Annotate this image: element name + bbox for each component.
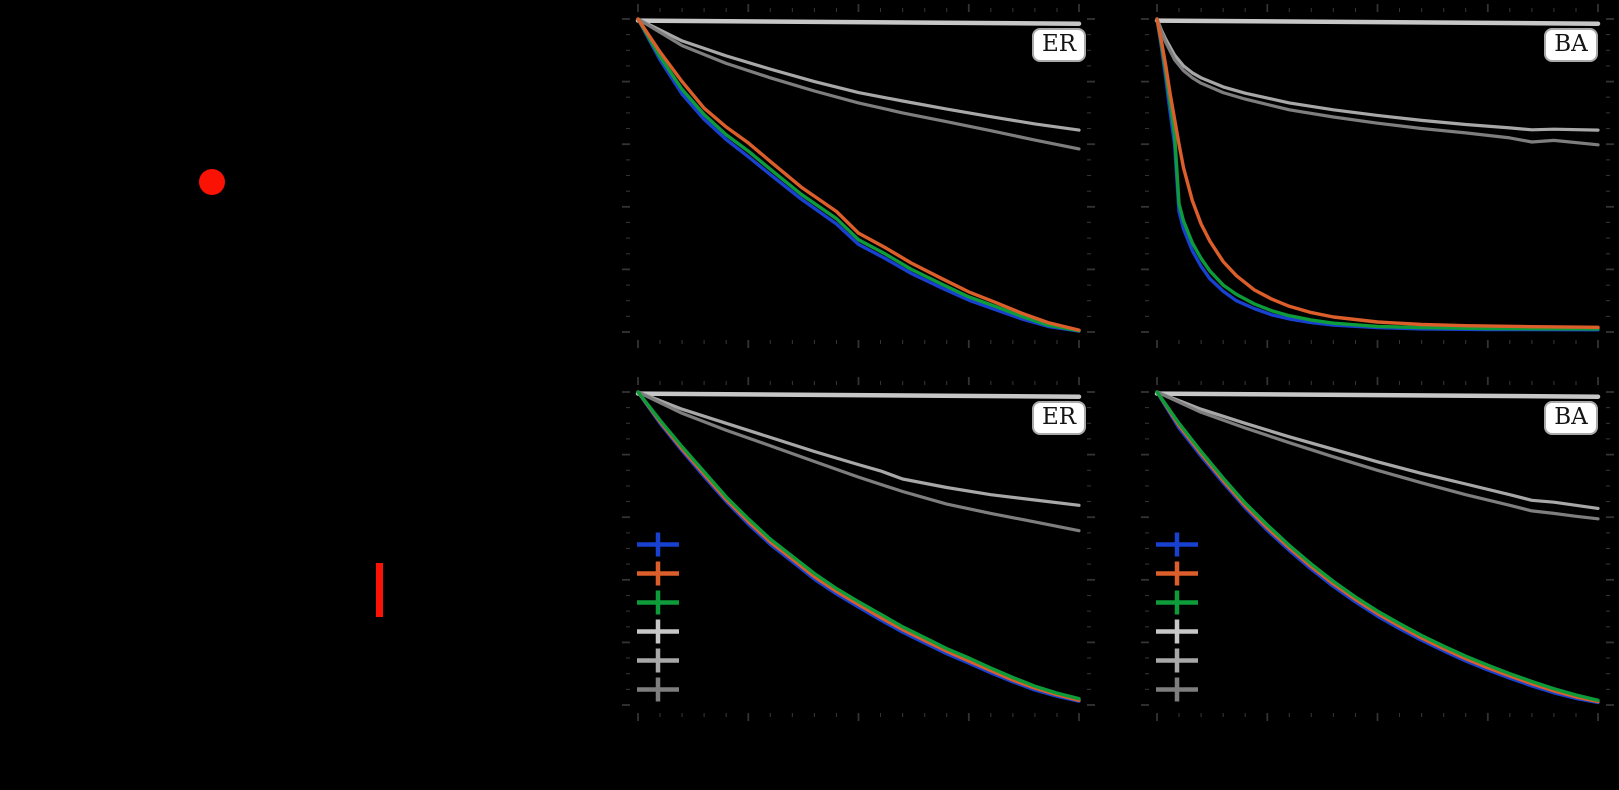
legend-marker <box>637 677 679 702</box>
ba-bottom-green-curve <box>1155 390 1600 702</box>
er-top-green-curve <box>636 17 1081 333</box>
ba-bottom-gray-curve <box>1155 390 1600 521</box>
er-top-gray-curve <box>636 17 1081 151</box>
legend-ba-bottom <box>1155 531 1199 703</box>
legend-marker <box>637 619 679 644</box>
panel-label-ba-top: BA <box>1544 28 1598 62</box>
ba-top-light-gray-flat <box>1154 18 1601 26</box>
ba-bottom-light-gray-flat <box>1154 391 1601 399</box>
panel-ba-bottom <box>1141 377 1614 721</box>
panel-ba-top <box>1141 4 1614 348</box>
ba-top-green-curve <box>1155 17 1600 331</box>
legend-marker <box>1156 561 1198 586</box>
colorbar-highlight-marker <box>376 563 383 617</box>
er-top-blue-curve <box>636 17 1081 333</box>
legend-marker <box>1156 619 1198 644</box>
ba-bottom-blue-curve <box>1155 390 1600 705</box>
er-top-light-gray-flat <box>635 18 1082 26</box>
legend-marker <box>1156 532 1198 557</box>
ba-top-silver-curve <box>1155 17 1600 132</box>
panel-er-bottom <box>622 377 1095 721</box>
panel-label-er-bottom: ER <box>1032 401 1086 435</box>
legend-er-bottom <box>636 531 680 703</box>
er-top-orange-curve <box>636 17 1081 332</box>
er-bottom-silver-curve <box>636 390 1081 507</box>
network-highlight-dot <box>199 169 225 195</box>
ba-top-orange-curve <box>1155 17 1600 329</box>
legend-marker <box>637 561 679 586</box>
er-top-silver-curve <box>636 17 1081 132</box>
legend-marker <box>637 532 679 557</box>
ba-bottom-orange-curve <box>1155 390 1600 704</box>
legend-marker <box>1156 648 1198 673</box>
er-bottom-green-curve <box>636 390 1081 701</box>
panel-er-top <box>622 4 1095 348</box>
panel-label-er-top: ER <box>1032 28 1086 62</box>
legend-marker <box>1156 677 1198 702</box>
er-bottom-blue-curve <box>636 390 1081 703</box>
ba-top-gray-curve <box>1155 17 1600 147</box>
er-bottom-orange-curve <box>636 390 1081 702</box>
legend-marker <box>637 648 679 673</box>
legend-marker <box>637 590 679 615</box>
er-bottom-light-gray-flat <box>635 391 1082 399</box>
er-bottom-gray-curve <box>636 390 1081 533</box>
ba-bottom-silver-curve <box>1155 390 1600 510</box>
panel-label-ba-bottom: BA <box>1544 401 1598 435</box>
legend-marker <box>1156 590 1198 615</box>
